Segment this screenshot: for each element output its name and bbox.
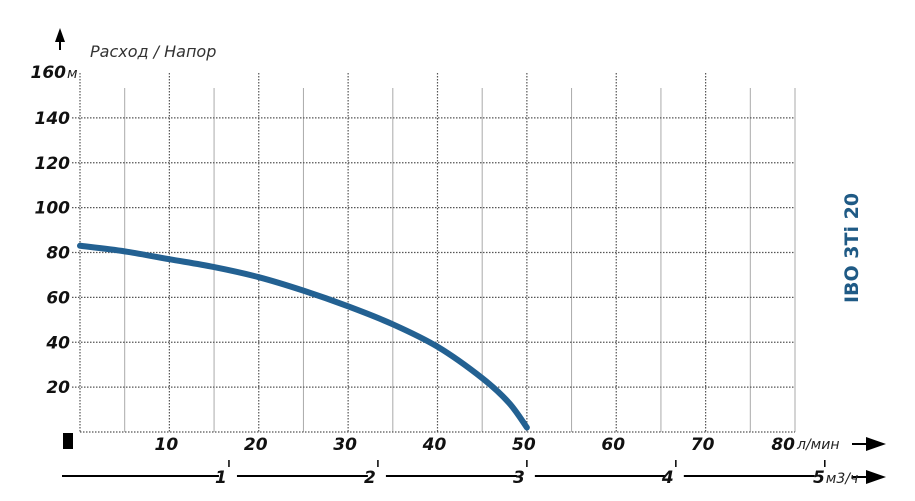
y-tick-label: 60: [46, 288, 70, 308]
y-tick-label: 20: [46, 378, 70, 398]
axes: [55, 28, 886, 484]
y-tick-label: 160: [31, 63, 67, 83]
y-tick-label: 140: [35, 109, 71, 129]
x-tick-label: 60: [601, 435, 625, 455]
x-tick-label: 20: [244, 435, 268, 455]
x2-unit-label: м3/ч: [826, 471, 858, 487]
y-arrow-head: [55, 28, 65, 42]
origin-marker: [63, 433, 73, 449]
x2-tick-label: 2: [364, 468, 376, 488]
y-axis-label: Расход / Напор: [90, 42, 216, 61]
x-tick-label: 40: [422, 435, 447, 455]
y-tick-label: 120: [35, 154, 71, 174]
x-tick-label: 80: [771, 435, 795, 455]
x-tick-label: 50: [512, 435, 536, 455]
x-tick-label: 30: [333, 435, 357, 455]
x-arrow-head: [866, 437, 886, 451]
pump-curve-line: [77, 242, 530, 431]
y-tick-label: 100: [35, 199, 71, 219]
x-tick-label: 70: [691, 435, 715, 455]
y-tick-label: 40: [45, 333, 70, 353]
chart-title: IBO 3Ti 20: [841, 193, 863, 303]
x2-tick-label: 5: [813, 468, 825, 488]
x2-tick-label: 3: [513, 468, 525, 488]
x2-tick-label: 4: [661, 468, 674, 488]
y-unit-label: м: [67, 66, 78, 82]
grid: [72, 73, 796, 432]
y-tick-label: 80: [46, 244, 70, 264]
x2-arrow-head: [866, 470, 886, 484]
x-tick-label: 10: [155, 435, 179, 455]
x-unit-label: л/мин: [796, 437, 839, 453]
x2-tick-label: 1: [215, 468, 227, 488]
